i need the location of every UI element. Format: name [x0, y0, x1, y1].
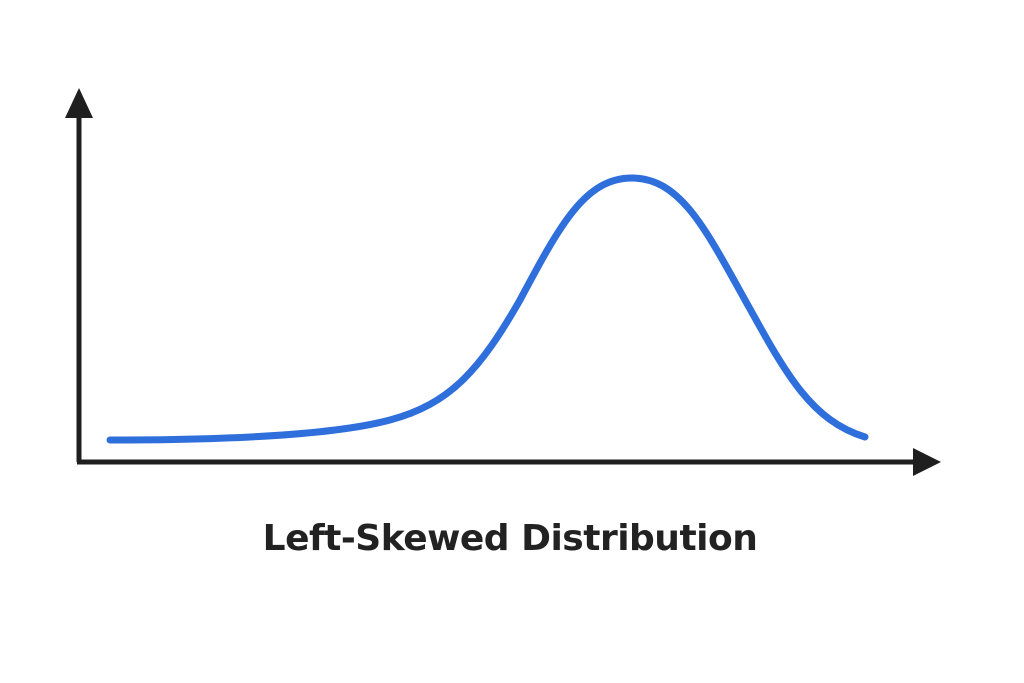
- distribution-curve: [106, 174, 869, 444]
- y-axis: [65, 88, 93, 462]
- y-axis-arrow-icon: [65, 88, 93, 118]
- diagram-title: Left-Skewed Distribution: [262, 518, 758, 559]
- x-axis-arrow-icon: [913, 448, 941, 476]
- x-axis: [77, 448, 941, 476]
